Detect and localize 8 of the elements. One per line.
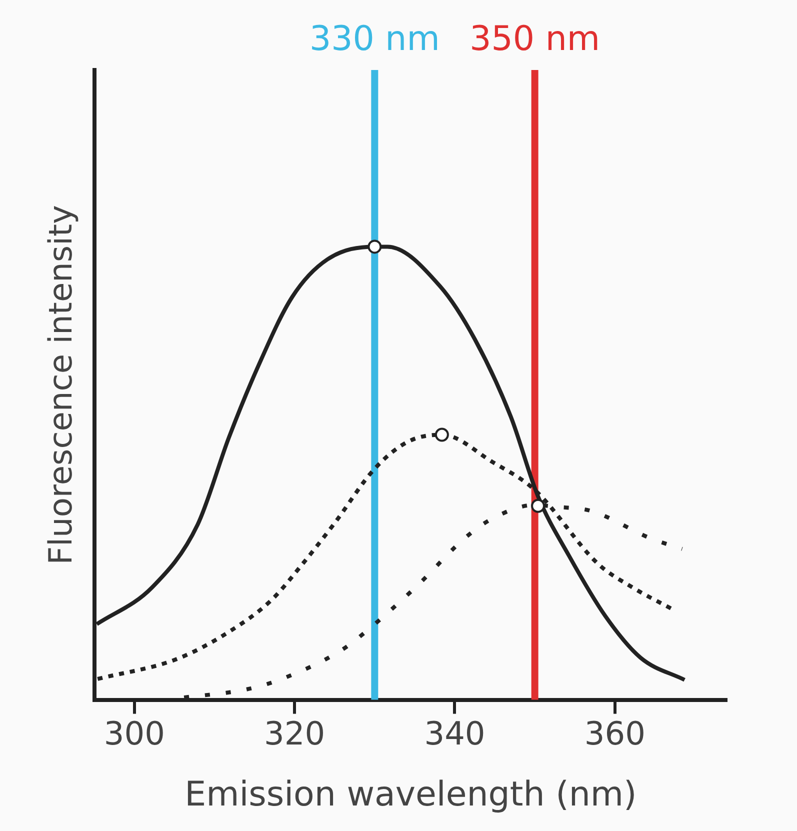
x-axis-title: Emission wavelength (nm) bbox=[184, 774, 637, 814]
ref-line-label: 330 nm bbox=[309, 18, 440, 59]
y-axis-title: Fluorescence intensity bbox=[42, 205, 80, 565]
x-tick-label: 340 bbox=[424, 714, 486, 752]
x-tick-label: 360 bbox=[584, 714, 646, 752]
ref-line-label: 350 nm bbox=[470, 18, 600, 59]
x-tick-label: 320 bbox=[264, 714, 326, 752]
x-tick-label: 300 bbox=[104, 714, 165, 752]
